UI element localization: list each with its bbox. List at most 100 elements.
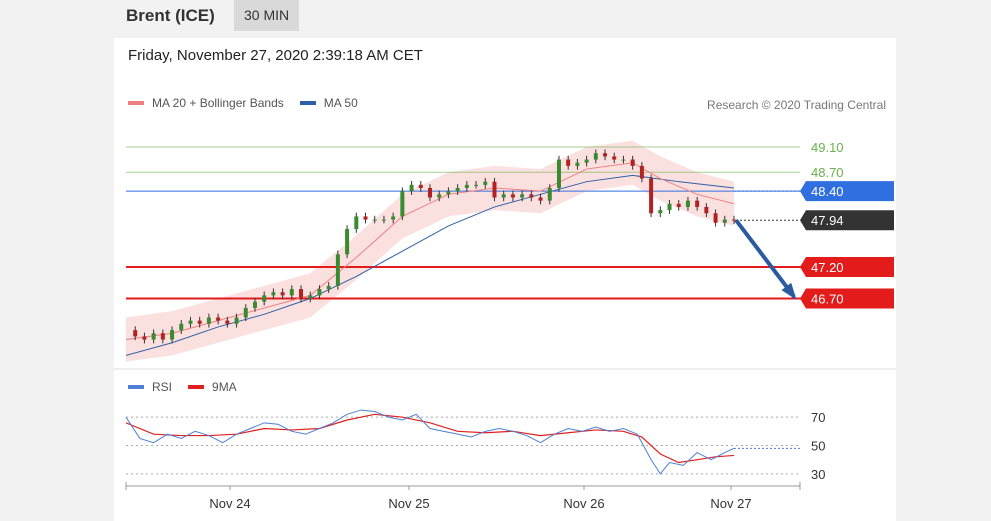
price-chart[interactable]: 49.10 48.70 48.40 47.94 47.20 46.70 70 50 30 Nov … <box>114 38 896 521</box>
x-tick-label: Nov 26 <box>563 496 604 511</box>
candle-body <box>483 181 488 185</box>
candle-body <box>649 178 654 214</box>
forecast-arrow-line <box>734 219 796 298</box>
legend-ma50: MA 50 <box>299 96 358 110</box>
candle-body <box>289 289 294 296</box>
level-label-46.70: 46.70 <box>811 292 844 307</box>
candle-body <box>612 156 617 160</box>
ma50-swatch <box>299 101 316 105</box>
candle-body <box>464 184 469 188</box>
chart-panel: Friday, November 27, 2020 2:39:18 AM CET… <box>114 38 896 521</box>
ma9-swatch <box>188 385 205 389</box>
level-label-48.70: 48.70 <box>811 165 844 180</box>
level-tag-47.94: 47.94 <box>800 210 894 231</box>
x-tick-label: Nov 27 <box>710 496 751 511</box>
candle-body <box>271 292 276 296</box>
candle-body <box>492 181 497 198</box>
candle-body <box>280 292 285 296</box>
legend-ma9: 9MA <box>188 380 237 394</box>
candle-body <box>630 159 635 166</box>
candle-body <box>317 289 322 296</box>
candle-body <box>529 194 534 198</box>
legend-rsi-label: RSI <box>152 380 173 394</box>
candle-body <box>234 317 239 324</box>
candle-body <box>160 333 165 340</box>
rsi-level-label-50: 50 <box>811 439 825 454</box>
candle-body <box>326 285 331 290</box>
level-tag-bg <box>800 210 894 231</box>
bollinger-band <box>126 140 734 362</box>
candle-body <box>593 153 598 160</box>
forecast-arrowhead <box>781 282 797 300</box>
candle-body <box>133 330 138 337</box>
candle-body <box>299 289 304 299</box>
timeframe-badge[interactable]: 30 MIN <box>234 0 300 31</box>
candle-body <box>547 188 552 201</box>
level-label-48.40: 48.40 <box>811 184 844 199</box>
rsi-level-label-70: 70 <box>811 410 825 425</box>
legend-ma9-label: 9MA <box>212 380 237 394</box>
candle-body <box>658 210 663 214</box>
rsi-swatch <box>128 385 144 389</box>
candle-body <box>538 197 543 201</box>
legend-ma20-label: MA 20 + Bollinger Bands <box>152 96 284 110</box>
candle-body <box>676 203 681 207</box>
candle-body <box>142 336 147 340</box>
level-tag-bg <box>800 256 894 277</box>
x-tick-label: Nov 25 <box>388 496 429 511</box>
candle-body <box>243 308 248 318</box>
level-tag-46.70: 46.70 <box>800 288 894 309</box>
candle-body <box>732 219 736 221</box>
level-tag-bg <box>800 181 894 202</box>
candle-body <box>695 200 700 207</box>
level-tag-47.20: 47.20 <box>800 256 894 277</box>
price-legend: MA 20 + Bollinger Bands MA 50 <box>128 96 374 110</box>
rsi-level-label-30: 30 <box>811 467 825 482</box>
candle-body <box>584 159 589 163</box>
level-tag-bg <box>800 288 894 309</box>
candle-body <box>308 295 313 299</box>
candle-body <box>409 184 414 192</box>
level-label-47.20: 47.20 <box>811 260 844 275</box>
ma20-swatch <box>128 101 144 105</box>
candle-body <box>363 216 368 220</box>
candle-body <box>345 229 350 255</box>
legend-rsi: RSI <box>128 380 172 394</box>
candle-body <box>170 330 175 340</box>
candle-body <box>566 159 571 166</box>
candle-body <box>179 323 184 331</box>
candle-body <box>188 320 193 324</box>
candle-body <box>667 203 672 211</box>
candle-body <box>704 206 709 214</box>
candle-body <box>216 317 221 321</box>
ma50-line <box>125 174 735 356</box>
candle-body <box>354 216 359 230</box>
candle-body <box>713 213 718 223</box>
instrument-title: Brent (ICE) <box>126 6 215 25</box>
candle-body <box>556 159 561 188</box>
candle-body <box>400 191 405 217</box>
candle-body <box>252 301 257 308</box>
candle-body <box>437 194 442 198</box>
rsi-legend: RSI 9MA <box>128 380 253 394</box>
candle-body <box>501 194 506 198</box>
candle-body <box>639 165 644 179</box>
candle-body <box>197 320 202 324</box>
candle-body <box>418 184 423 188</box>
candle-body <box>335 254 340 286</box>
candle-body <box>381 219 386 221</box>
candle-body <box>225 320 230 324</box>
candle-body <box>428 188 432 198</box>
candle-body <box>621 159 626 161</box>
candle-body <box>151 333 156 340</box>
legend-ma20: MA 20 + Bollinger Bands <box>128 96 284 110</box>
level-label-49.10: 49.10 <box>811 140 844 155</box>
rsi-line <box>125 409 735 475</box>
legend-ma50-label: MA 50 <box>323 96 358 110</box>
candle-body <box>391 216 396 220</box>
candle-body <box>575 162 580 166</box>
candle-body <box>372 219 377 221</box>
x-tick-label: Nov 24 <box>209 496 250 511</box>
datetime-label: Friday, November 27, 2020 2:39:18 AM CET <box>128 47 423 64</box>
candle-body <box>262 295 267 302</box>
